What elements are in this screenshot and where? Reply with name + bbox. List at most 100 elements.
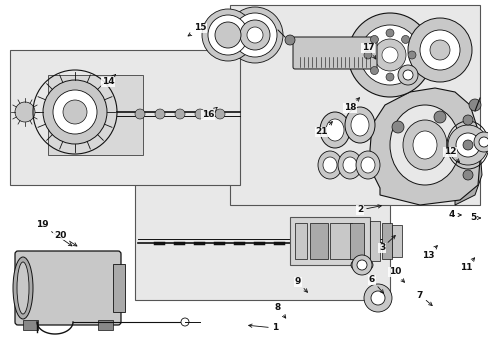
- Circle shape: [363, 51, 371, 59]
- Circle shape: [351, 255, 371, 275]
- Text: 13: 13: [421, 246, 436, 260]
- Bar: [98, 320, 113, 330]
- Text: 10: 10: [388, 267, 404, 282]
- Text: 11: 11: [459, 258, 474, 273]
- Circle shape: [401, 35, 409, 44]
- Ellipse shape: [412, 131, 436, 159]
- Bar: [369, 221, 379, 261]
- Text: 17: 17: [361, 44, 375, 59]
- Bar: [381, 223, 391, 259]
- Ellipse shape: [342, 157, 356, 173]
- Circle shape: [419, 30, 459, 70]
- Circle shape: [407, 18, 471, 82]
- Bar: [309, 223, 327, 259]
- Circle shape: [381, 47, 397, 63]
- Ellipse shape: [325, 119, 343, 141]
- Circle shape: [433, 111, 445, 123]
- Circle shape: [202, 9, 253, 61]
- Polygon shape: [439, 105, 481, 205]
- Circle shape: [63, 100, 87, 124]
- Circle shape: [240, 20, 269, 50]
- Circle shape: [429, 40, 449, 60]
- Ellipse shape: [319, 112, 349, 148]
- Circle shape: [347, 13, 431, 97]
- Polygon shape: [135, 175, 389, 300]
- Ellipse shape: [402, 120, 446, 170]
- Ellipse shape: [355, 151, 379, 179]
- Ellipse shape: [323, 157, 336, 173]
- Polygon shape: [10, 50, 240, 185]
- Circle shape: [155, 109, 164, 119]
- Ellipse shape: [345, 107, 374, 143]
- Circle shape: [478, 137, 488, 147]
- Circle shape: [385, 29, 393, 37]
- Circle shape: [363, 284, 391, 312]
- Circle shape: [15, 102, 35, 122]
- Circle shape: [135, 109, 145, 119]
- Bar: [391, 225, 401, 257]
- Circle shape: [447, 125, 487, 165]
- Circle shape: [397, 65, 417, 85]
- Ellipse shape: [350, 258, 372, 272]
- Bar: [349, 223, 363, 259]
- Circle shape: [462, 170, 472, 180]
- Circle shape: [246, 27, 263, 43]
- Bar: [294, 223, 306, 259]
- Bar: [113, 264, 125, 312]
- Text: 18: 18: [343, 98, 359, 112]
- Ellipse shape: [337, 151, 361, 179]
- Circle shape: [285, 35, 294, 45]
- Ellipse shape: [13, 257, 33, 319]
- Circle shape: [473, 132, 488, 152]
- Polygon shape: [369, 88, 479, 205]
- Circle shape: [407, 51, 415, 59]
- Text: 20: 20: [54, 230, 77, 246]
- Text: 14: 14: [102, 75, 115, 86]
- Text: 3: 3: [378, 235, 394, 252]
- Circle shape: [175, 109, 184, 119]
- Bar: [289, 217, 369, 265]
- Circle shape: [402, 70, 412, 80]
- Text: 6: 6: [368, 275, 383, 293]
- Circle shape: [401, 67, 409, 75]
- FancyBboxPatch shape: [15, 251, 121, 325]
- Text: 8: 8: [274, 303, 285, 318]
- Circle shape: [215, 22, 241, 48]
- Text: 15: 15: [188, 23, 206, 36]
- Circle shape: [43, 80, 107, 144]
- Polygon shape: [229, 5, 479, 205]
- Circle shape: [370, 291, 384, 305]
- Circle shape: [226, 7, 283, 63]
- Ellipse shape: [350, 114, 368, 136]
- Circle shape: [215, 109, 224, 119]
- Circle shape: [462, 140, 472, 150]
- Circle shape: [370, 35, 378, 44]
- Text: 19: 19: [36, 220, 72, 246]
- Circle shape: [385, 73, 393, 81]
- Circle shape: [370, 67, 378, 75]
- Text: 1: 1: [248, 324, 278, 333]
- Text: 21: 21: [315, 122, 332, 136]
- Bar: [23, 320, 38, 330]
- Text: 12: 12: [443, 148, 459, 162]
- Ellipse shape: [17, 262, 29, 314]
- Circle shape: [356, 260, 366, 270]
- Text: 5: 5: [469, 213, 479, 222]
- Circle shape: [181, 318, 189, 326]
- Text: 4: 4: [448, 211, 460, 220]
- Circle shape: [232, 13, 276, 57]
- Ellipse shape: [360, 157, 374, 173]
- Circle shape: [195, 109, 204, 119]
- Text: 7: 7: [416, 291, 431, 306]
- Text: 2: 2: [356, 205, 381, 215]
- Circle shape: [359, 25, 419, 85]
- Circle shape: [207, 15, 247, 55]
- Bar: [48, 75, 142, 155]
- Text: 16: 16: [202, 107, 217, 120]
- Ellipse shape: [317, 151, 341, 179]
- Circle shape: [455, 133, 479, 157]
- Circle shape: [468, 99, 480, 111]
- Circle shape: [53, 90, 97, 134]
- Bar: [329, 223, 351, 259]
- Circle shape: [462, 115, 472, 125]
